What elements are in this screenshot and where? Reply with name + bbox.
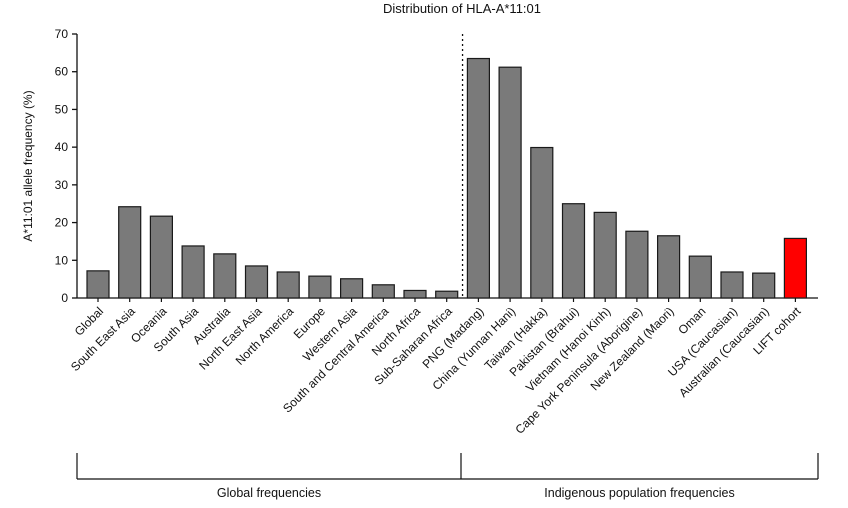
bar — [403, 289, 427, 299]
y-tick-label: 20 — [55, 216, 69, 230]
group-label: Indigenous population frequencies — [544, 486, 734, 500]
bar — [118, 206, 142, 299]
bar — [213, 253, 237, 299]
bar — [466, 57, 490, 299]
bar — [308, 275, 332, 299]
group-label: Global frequencies — [217, 486, 321, 500]
y-tick-label: 60 — [55, 65, 69, 79]
bar — [244, 265, 269, 299]
bar — [561, 203, 586, 299]
y-tick-label: 30 — [55, 178, 69, 192]
bar — [181, 245, 205, 299]
bar — [371, 284, 395, 299]
bar — [86, 270, 110, 299]
bar — [149, 215, 173, 299]
y-tick-label: 10 — [55, 253, 69, 267]
chart-title: Distribution of HLA-A*11:01 — [383, 1, 541, 16]
bar — [783, 237, 808, 299]
y-axis-label: A*11:01 allele frequency (%) — [21, 90, 35, 241]
y-tick-label: 70 — [55, 27, 69, 41]
y-tick-label: 0 — [61, 291, 68, 305]
bar — [276, 271, 300, 299]
bar — [656, 235, 681, 299]
bar — [593, 211, 617, 299]
bar — [720, 271, 744, 299]
bar — [688, 255, 712, 299]
bar — [498, 66, 522, 299]
bar — [340, 278, 364, 299]
bar — [625, 230, 649, 299]
group-brackets: Global frequencies Indigenous population … — [76, 453, 819, 500]
bar — [435, 290, 459, 299]
bar — [752, 272, 776, 299]
y-tick-label: 50 — [55, 102, 69, 116]
y-tick-label: 40 — [55, 140, 69, 154]
bars — [86, 57, 808, 299]
bar — [530, 146, 554, 299]
